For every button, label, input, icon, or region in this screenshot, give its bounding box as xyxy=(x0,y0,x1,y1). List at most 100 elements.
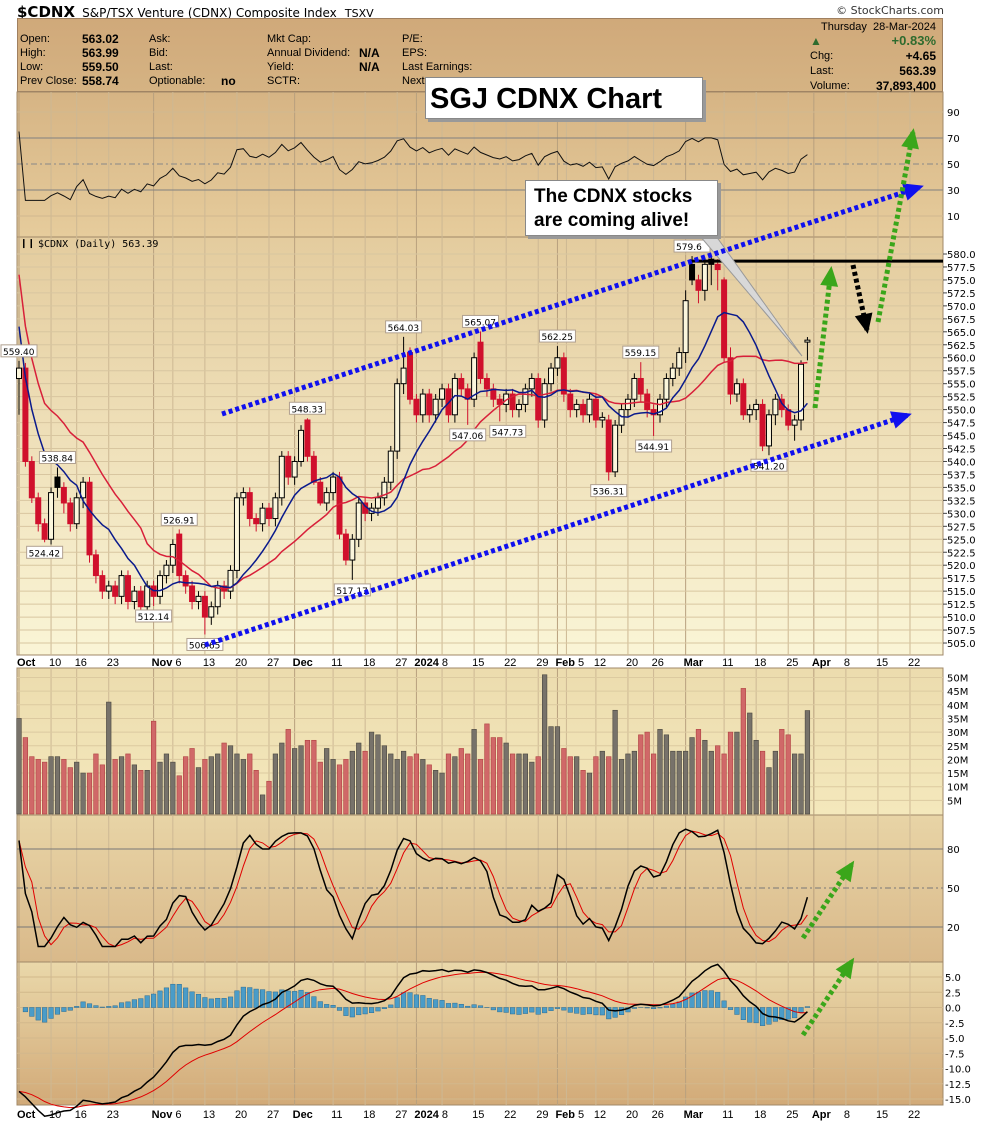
volume-bar xyxy=(330,759,336,815)
candle-body xyxy=(41,523,48,540)
volume-bar xyxy=(606,756,612,815)
volume-bar xyxy=(766,767,772,815)
candle xyxy=(483,373,490,397)
macd-histogram-bar xyxy=(785,1007,791,1020)
macd-histogram-bar xyxy=(670,1003,676,1008)
price-axis-label: 525.0 xyxy=(947,535,976,546)
price-date-axis-label: Oct xyxy=(17,657,36,669)
price-label-box xyxy=(288,401,326,415)
macd-histogram-bar xyxy=(74,1006,80,1008)
macd-signal-line xyxy=(18,971,808,1109)
field-label: Annual Dividend: xyxy=(267,47,351,59)
price-axis-label: 557.5 xyxy=(947,367,976,378)
volume-bar xyxy=(413,753,420,815)
macd-histogram-bar xyxy=(208,998,214,1008)
candle-body xyxy=(35,497,42,525)
quote-field: Prev Close: 558.74 xyxy=(20,74,135,88)
macd-histogram-bar xyxy=(708,990,714,1008)
callout-line-2: are coming alive! xyxy=(534,210,690,231)
candle-body xyxy=(522,388,529,405)
macd-histogram-bar xyxy=(574,1007,580,1014)
macd-histogram-bar xyxy=(798,1007,804,1013)
volume-bar xyxy=(170,761,176,815)
volume-bar xyxy=(574,756,580,815)
field-label: Ask: xyxy=(149,33,171,45)
macd-histogram-bar xyxy=(529,1007,535,1013)
volume-bar xyxy=(593,756,599,815)
price-date-axis-label: 27 xyxy=(267,657,279,669)
macd-histogram-bar xyxy=(247,987,253,1008)
macd-histogram-bar xyxy=(606,1007,612,1020)
volume-bar xyxy=(311,739,317,815)
candle xyxy=(727,347,734,405)
price-date-axis-label: 11 xyxy=(722,657,733,669)
volume-bar xyxy=(452,756,458,815)
volume-bar xyxy=(189,748,195,815)
volume-bar xyxy=(650,753,657,815)
quote-field: Optionable: no xyxy=(149,74,264,88)
price-date-axis-label: 10 xyxy=(49,657,61,669)
macd-histogram-bar xyxy=(240,986,246,1008)
candle xyxy=(195,591,202,610)
price-label: 559.40 xyxy=(3,348,35,358)
candle xyxy=(535,373,542,428)
candle-body xyxy=(785,409,792,426)
candle xyxy=(714,259,721,291)
volume-bar xyxy=(631,750,637,815)
candle-body xyxy=(765,414,772,447)
candle xyxy=(426,388,433,423)
volume-bar xyxy=(388,753,394,815)
candle xyxy=(669,362,676,387)
date-axis-label: 11 xyxy=(722,1109,733,1121)
candle-body xyxy=(330,476,337,494)
price-axis-label: 562.5 xyxy=(947,341,976,352)
date-axis-label: 23 xyxy=(107,1109,119,1121)
macd-histogram-bar xyxy=(80,1001,86,1008)
macd-histogram-bar xyxy=(702,990,708,1008)
stochastic-axis-label: 20 xyxy=(947,923,960,934)
volume-bar xyxy=(586,772,593,815)
volume-bar xyxy=(708,750,714,815)
macd-histogram-bar xyxy=(394,997,400,1008)
volume-bar xyxy=(497,737,503,815)
price-date-axis-label: Mar xyxy=(684,657,704,669)
macd-histogram-bar xyxy=(54,1007,61,1015)
volume-bar xyxy=(356,742,362,815)
candle-body xyxy=(80,481,87,499)
volume-bar xyxy=(580,770,586,815)
price-date-axis-label: 13 xyxy=(203,657,215,669)
triangle-up-icon: ▲ xyxy=(810,34,822,48)
candle-body xyxy=(176,533,183,577)
volume-bar xyxy=(61,759,67,815)
candle xyxy=(73,492,80,529)
price-axis-label: 505.0 xyxy=(947,639,976,650)
macd-histogram-bar xyxy=(266,991,272,1008)
stochastic-signal-line xyxy=(18,830,808,948)
callout-pointer-outline xyxy=(699,235,803,357)
macd-histogram-bar xyxy=(792,1007,798,1019)
candle-body xyxy=(669,367,676,379)
candle-body xyxy=(509,393,516,411)
candle xyxy=(176,529,183,584)
volume-bar xyxy=(753,739,759,815)
macd-histogram-bar xyxy=(195,993,202,1008)
macd-histogram-bar xyxy=(324,1004,330,1008)
candle xyxy=(86,477,93,563)
volume-bar xyxy=(554,726,561,815)
candle xyxy=(663,373,670,408)
macd-histogram-bar xyxy=(612,1007,618,1018)
candle xyxy=(522,383,529,413)
candle xyxy=(580,399,587,423)
macd-histogram-bar xyxy=(183,987,189,1008)
date-axis-label: 8 xyxy=(442,1109,448,1121)
candle xyxy=(515,399,522,418)
volume-value: 37,893,400 xyxy=(875,79,936,93)
price-label-box xyxy=(538,329,576,343)
candle-body xyxy=(541,383,548,421)
macd-histogram-bar xyxy=(760,1007,766,1026)
candle xyxy=(528,373,535,397)
field-value: 563.99 xyxy=(82,46,119,60)
volume-bar xyxy=(362,750,368,815)
quote-field: Last: xyxy=(149,60,264,74)
volume-bar xyxy=(509,753,516,815)
